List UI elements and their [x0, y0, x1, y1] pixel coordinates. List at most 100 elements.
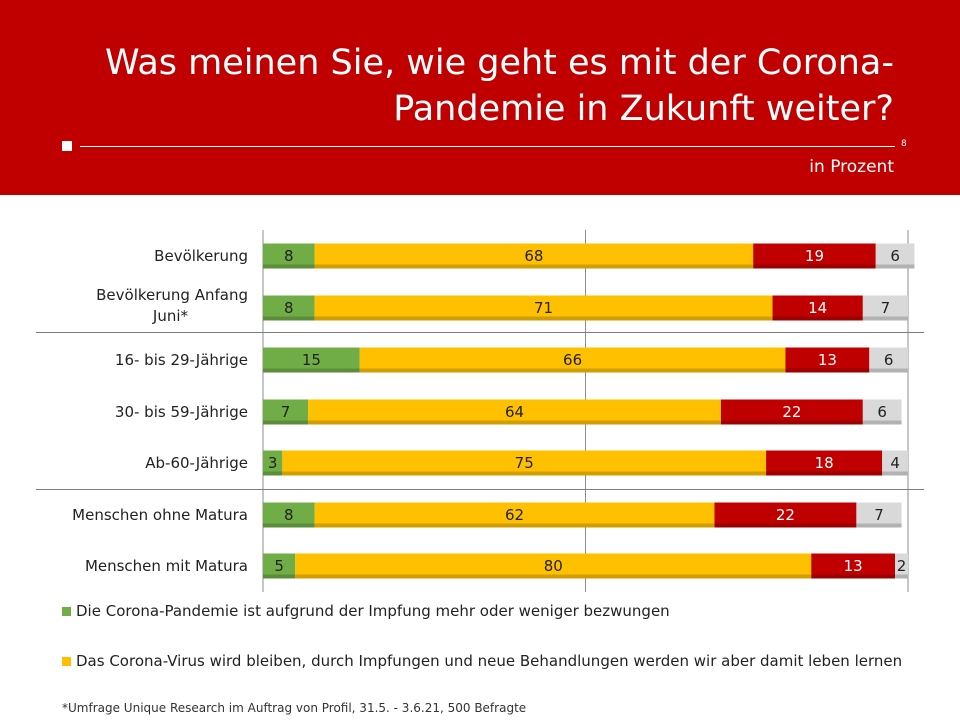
data-label: 64: [505, 403, 524, 421]
bar-segment-shade: [263, 420, 309, 425]
data-label: 15: [302, 351, 321, 369]
bar-segment-shade: [772, 316, 863, 321]
bar-segment-shade: [314, 523, 715, 528]
bar-segment-shade: [811, 574, 896, 579]
header-band: Was meinen Sie, wie geht es mit der Coro…: [0, 0, 960, 195]
data-label: 71: [534, 299, 553, 317]
bar-segment-shade: [308, 420, 721, 425]
bar-segment: [314, 295, 773, 321]
bar-segment: [766, 450, 883, 476]
bar-segment: [314, 502, 715, 528]
bar-segment: [882, 450, 908, 476]
bar-segment: [308, 399, 721, 425]
category-label: Ab-60-Jährige: [145, 454, 248, 472]
legend-label-1: Die Corona-Pandemie ist aufgrund der Imp…: [76, 602, 670, 620]
bar-segment-shade: [753, 264, 876, 269]
bar-segment: [869, 347, 908, 373]
group-separator-1: [36, 332, 924, 333]
bar-segment: [785, 347, 870, 373]
bar-segment-shade: [314, 316, 773, 321]
data-label: 4: [890, 454, 900, 472]
title-rule-line: [80, 146, 895, 147]
bar-segment-shade: [785, 368, 870, 373]
bars-layer: [263, 243, 915, 579]
data-label: 68: [524, 247, 543, 265]
bar-segment: [714, 502, 857, 528]
page-number: 8: [901, 139, 907, 149]
data-label: 3: [268, 454, 278, 472]
footnote: *Umfrage Unique Research im Auftrag von …: [62, 701, 527, 715]
legend-label-2: Das Corona-Virus wird bleiben, durch Imp…: [76, 652, 903, 670]
data-label: 66: [563, 351, 582, 369]
bar-segment-shade: [720, 420, 863, 425]
bar-segment: [720, 399, 863, 425]
bar-segment-shade: [263, 471, 283, 476]
bar-segment-shade: [263, 368, 360, 373]
bar-segment: [263, 347, 360, 373]
bar-segment: [856, 502, 902, 528]
data-label: 7: [281, 403, 291, 421]
title-rule-square: [62, 141, 72, 151]
category-label: Menschen ohne Matura: [72, 506, 248, 524]
bar-segment-shade: [869, 368, 908, 373]
bar-segment-shade: [882, 471, 908, 476]
bar-segment: [314, 243, 754, 269]
bar-segment: [282, 450, 767, 476]
bar-segment-shade: [895, 574, 908, 579]
data-label: 75: [515, 454, 534, 472]
data-label: 8: [284, 247, 294, 265]
data-label: 22: [782, 403, 801, 421]
data-label: 8: [284, 299, 294, 317]
bar-segment: [772, 295, 863, 321]
bar-segment: [263, 553, 296, 579]
category-label-line: Juni*: [152, 307, 189, 325]
bar-segment-shade: [263, 316, 315, 321]
data-label: 13: [844, 557, 863, 575]
category-label: Bevölkerung: [154, 247, 248, 265]
bar-segment-shade: [714, 523, 857, 528]
bar-segment: [811, 553, 896, 579]
bar-segment: [263, 243, 315, 269]
category-label: Bevölkerung Anfang Juni*: [96, 286, 248, 325]
bar-segment-shade: [263, 574, 296, 579]
bar-segment-shade: [359, 368, 786, 373]
group-separator-2: [36, 489, 924, 490]
bar-segment-shade: [263, 264, 315, 269]
bar-segment: [753, 243, 876, 269]
data-label: 7: [874, 506, 884, 524]
bar-segment: [862, 399, 902, 425]
bar-segment: [359, 347, 786, 373]
bar-segment-shade: [282, 471, 767, 476]
bar-segment-shade: [875, 264, 915, 269]
data-label: 14: [808, 299, 827, 317]
legend-swatch-2: [62, 657, 71, 666]
bar-segment: [263, 295, 315, 321]
data-label: 80: [544, 557, 563, 575]
bar-segment-shade: [314, 264, 754, 269]
data-label: 8: [284, 506, 294, 524]
data-label: 13: [818, 351, 837, 369]
data-label: 6: [877, 403, 887, 421]
data-label: 5: [274, 557, 284, 575]
bar-segment: [875, 243, 915, 269]
data-label: 7: [881, 299, 891, 317]
category-label: 16- bis 29-Jährige: [115, 351, 248, 369]
legend-swatch-1: [62, 607, 71, 616]
data-label: 22: [776, 506, 795, 524]
bar-segment-shade: [263, 523, 315, 528]
bar-segment-shade: [862, 316, 908, 321]
bar-segment-shade: [856, 523, 902, 528]
bar-segment-shade: [295, 574, 812, 579]
bar-segment: [862, 295, 908, 321]
bar-segment-shade: [862, 420, 902, 425]
data-label: 2: [897, 557, 907, 575]
data-label: 6: [890, 247, 900, 265]
bar-segment: [895, 553, 908, 579]
unit-label: in Prozent: [809, 157, 894, 177]
data-label: 19: [805, 247, 824, 265]
chart-title: Was meinen Sie, wie geht es mit der Coro…: [104, 43, 894, 129]
bar-segment: [263, 450, 283, 476]
category-label: Menschen mit Matura: [85, 557, 248, 575]
bar-segment: [263, 502, 315, 528]
